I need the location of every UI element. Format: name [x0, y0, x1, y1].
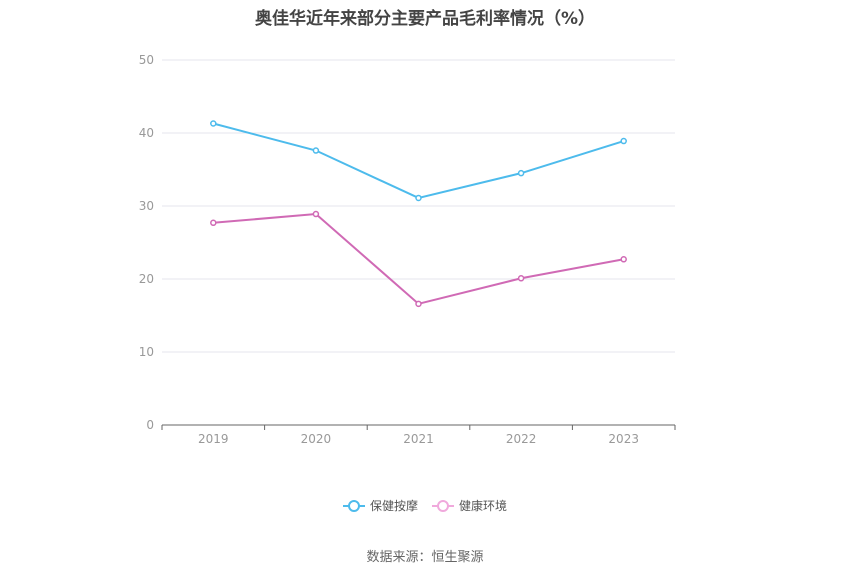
x-tick-label: 2023	[608, 432, 639, 446]
legend-item-series-1[interactable]: 保健按摩	[342, 497, 418, 514]
series-line	[213, 122, 624, 200]
data-point	[210, 120, 217, 127]
legend-label: 健康环境	[459, 499, 508, 513]
y-tick-label: 50	[139, 53, 154, 67]
x-tick-label: 2020	[301, 432, 332, 446]
y-tick-label: 40	[139, 126, 154, 140]
data-source-note: 数据来源：恒生聚源	[366, 550, 484, 565]
data-point	[415, 194, 422, 202]
data-point	[620, 256, 627, 263]
legend-item-series-2[interactable]: 健康环境	[432, 497, 507, 514]
x-tick-label: 2019	[198, 432, 229, 446]
data-point	[620, 137, 627, 145]
data-point	[517, 275, 525, 282]
x-tick-label: 2021	[403, 432, 434, 446]
legend-label: 保健按摩	[369, 499, 418, 513]
legend-marker-icon	[342, 499, 365, 512]
y-tick-label: 10	[139, 345, 154, 359]
series-layer	[210, 120, 627, 308]
series-line	[213, 212, 624, 305]
data-point	[210, 219, 217, 227]
data-point	[415, 300, 422, 308]
data-point	[517, 169, 525, 177]
series-1	[210, 120, 627, 202]
y-tick-label: 20	[139, 272, 154, 286]
x-tick-label: 2022	[506, 432, 537, 446]
data-point	[312, 210, 320, 218]
grid-lines	[162, 59, 675, 353]
chart-title: 奥佳华近年来部分主要产品毛利率情况（%）	[254, 9, 596, 29]
data-point	[312, 147, 320, 154]
axes: 0 10 20 30 40 50 2019 2020 2021 2022 2023	[139, 53, 676, 446]
y-tick-label: 30	[139, 199, 154, 213]
legend: 保健按摩 健康环境	[0, 497, 850, 514]
legend-marker-icon	[432, 499, 454, 512]
series-2	[210, 210, 627, 308]
y-tick-label: 0	[146, 418, 154, 432]
